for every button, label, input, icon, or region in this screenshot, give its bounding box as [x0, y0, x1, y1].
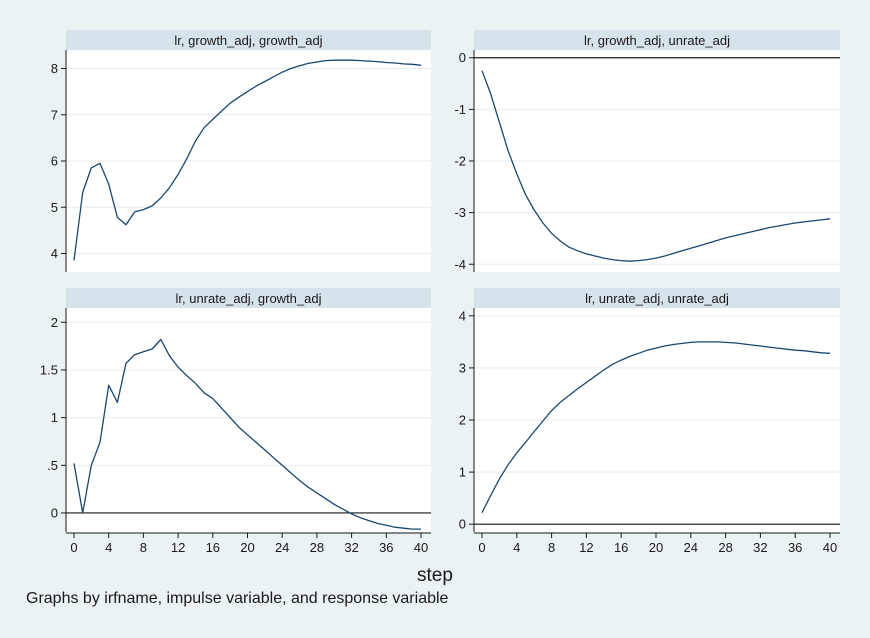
- panel-title: lr, growth_adj, growth_adj: [174, 33, 322, 48]
- x-tick-label: 4: [513, 540, 520, 555]
- y-tick-label: -1: [454, 102, 466, 117]
- y-tick-label: 2: [459, 413, 466, 428]
- y-tick-label: 7: [51, 107, 58, 122]
- y-tick-label: 4: [459, 308, 466, 323]
- y-tick-label: 8: [51, 61, 58, 76]
- x-tick-label: 40: [823, 540, 837, 555]
- y-tick-label: 3: [459, 360, 466, 375]
- y-tick-label: 0: [459, 50, 466, 65]
- x-tick-label: 40: [414, 540, 428, 555]
- panel-title-strip: [474, 288, 840, 308]
- panel-title: lr, unrate_adj, growth_adj: [176, 291, 322, 306]
- panel-1: lr, growth_adj, growth_adj 4 5 6 7 8: [51, 30, 431, 272]
- y-tick-label: 1: [51, 410, 58, 425]
- plot-area: [66, 30, 431, 272]
- x-tick-label: 28: [310, 540, 324, 555]
- x-tick-label: 32: [344, 540, 358, 555]
- x-tick-label: 16: [614, 540, 628, 555]
- y-tick-label: 4: [51, 246, 58, 261]
- x-axis-title: step: [417, 565, 453, 586]
- y-tick-label: 5: [51, 200, 58, 215]
- y-tick-label: 6: [51, 154, 58, 169]
- x-tick-label: 32: [753, 540, 767, 555]
- x-tick-label: 12: [579, 540, 593, 555]
- y-tick-label: 1: [459, 465, 466, 480]
- x-tick-label: 24: [275, 540, 289, 555]
- irf-series-line: [73, 338, 421, 530]
- y-tick-label: -2: [454, 154, 466, 169]
- x-tick-label: 28: [718, 540, 732, 555]
- x-tick-label: 24: [684, 540, 698, 555]
- x-tick-label: 12: [171, 540, 185, 555]
- y-tick-label: 0: [459, 517, 466, 532]
- y-tick-label: 0: [51, 505, 58, 520]
- plot-area: [474, 288, 840, 532]
- x-tick-label: 8: [140, 540, 147, 555]
- graph-note: Graphs by irfname, impulse variable, and…: [26, 590, 449, 607]
- y-tick-label: 2: [51, 315, 58, 330]
- x-tick-label: 0: [478, 540, 485, 555]
- x-tick-label: 16: [206, 540, 220, 555]
- panel-2: lr, growth_adj, unrate_adj -4 -3 -2 -1 0: [454, 30, 840, 272]
- plot-area: [474, 30, 840, 272]
- irf-series-line: [481, 70, 831, 262]
- y-tick-label: -3: [454, 205, 466, 220]
- panel-title: lr, growth_adj, unrate_adj: [584, 33, 730, 48]
- panel-title-strip: [66, 30, 431, 50]
- x-tick-label: 20: [649, 540, 663, 555]
- x-tick-label: 20: [240, 540, 254, 555]
- x-tick-label: 4: [105, 540, 112, 555]
- x-tick-label: 8: [548, 540, 555, 555]
- panel-title-strip: [474, 30, 840, 50]
- y-tick-label: 1.5: [40, 362, 58, 377]
- x-tick-label: 36: [788, 540, 802, 555]
- irf-series-line: [481, 341, 831, 513]
- irf-series-line: [73, 59, 422, 261]
- panel-title: lr, unrate_adj, unrate_adj: [585, 291, 729, 306]
- x-tick-label: 0: [70, 540, 77, 555]
- y-tick-label: -4: [454, 257, 466, 272]
- x-tick-label: 36: [379, 540, 393, 555]
- plot-area: [66, 288, 431, 532]
- panel-title-strip: [66, 288, 431, 308]
- y-tick-label: .5: [47, 458, 58, 473]
